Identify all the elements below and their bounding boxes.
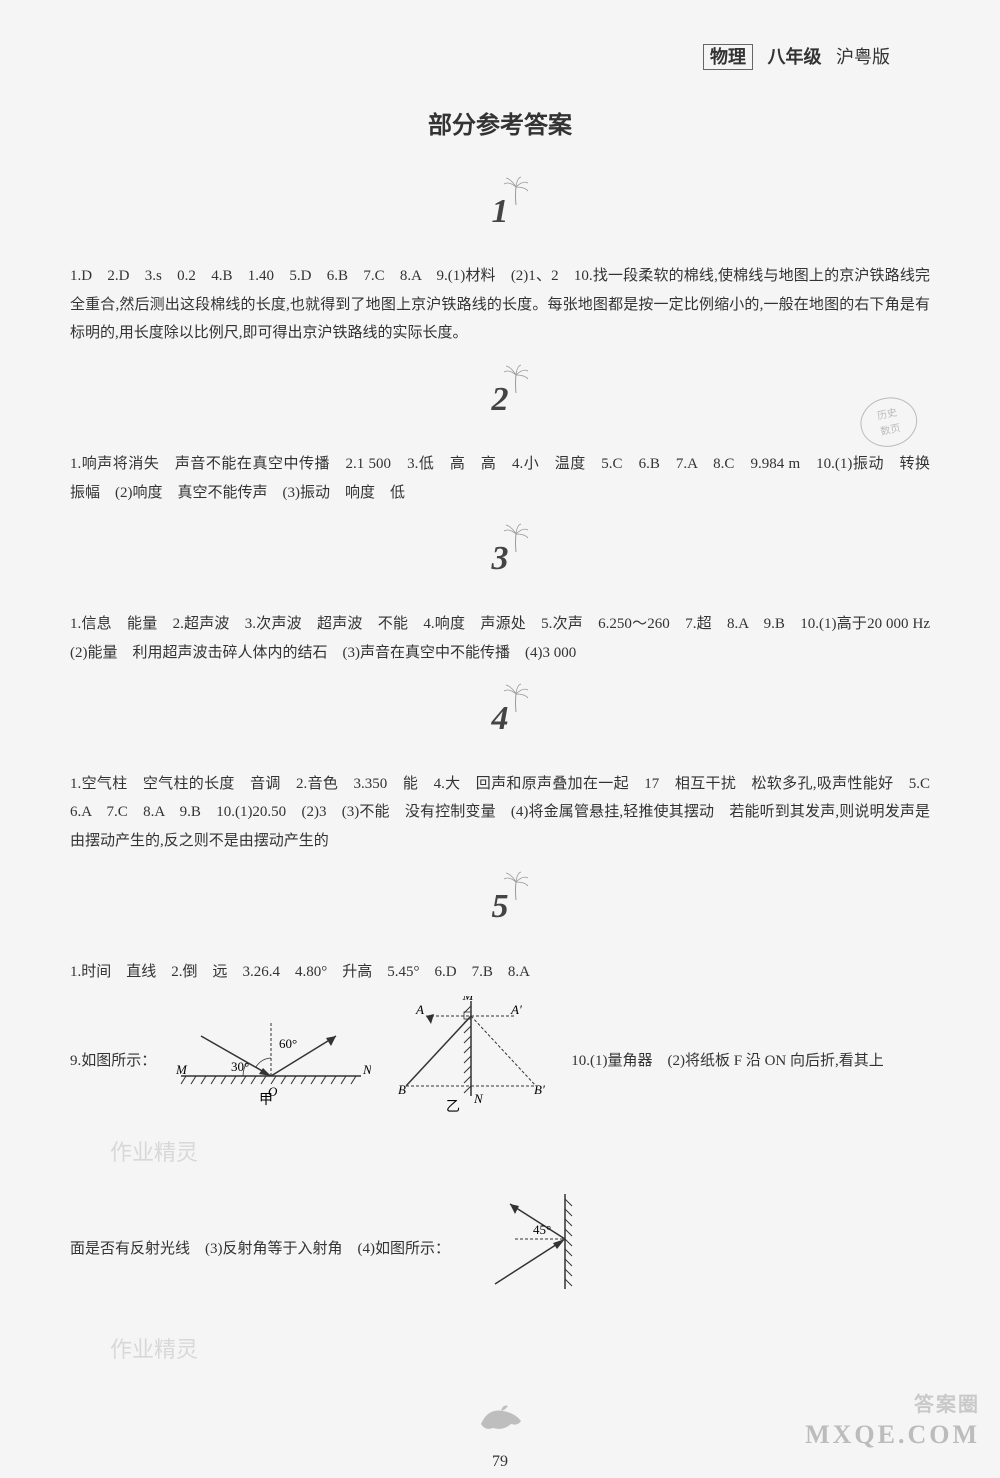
svg-text:60°: 60° [279,1036,297,1051]
svg-text:N: N [473,1091,484,1106]
svg-text:45°: 45° [533,1222,551,1237]
svg-text:M: M [462,996,475,1003]
dolphin-icon [473,1396,528,1436]
svg-text:B: B [398,1082,406,1097]
section-number-4: 4 [70,687,930,752]
svg-text:M: M [175,1062,188,1077]
svg-text:A′: A′ [510,1002,522,1017]
svg-text:乙: 乙 [446,1099,460,1115]
page-header: 物理 八年级 沪粤版 [70,40,930,74]
q10-text: 10.(1)量角器 (2)将纸板 F 沿 ON 向后折,看其上 [571,1047,884,1076]
section-1-answers: 1.D 2.D 3.s 0.2 4.B 1.40 5.D 6.B 7.C 8.A… [70,262,930,348]
svg-text:数页: 数页 [879,421,901,438]
section-number-5: 5 [70,875,930,940]
section-5-answers: 1.时间 直线 2.倒 远 3.26.4 4.80° 升高 5.45° 6.D … [70,958,930,987]
section-number-1: 1 [70,180,930,245]
svg-text:N: N [362,1062,371,1077]
section-4-answers: 1.空气柱 空气柱的长度 音调 2.音色 3.350 能 4.大 回声和原声叠加… [70,770,930,856]
watermark-zuoye-1: 作业精灵 [110,1132,930,1174]
q10b-row: 面是否有反射光线 (3)反射角等于入射角 (4)如图所示： 45° [70,1189,930,1310]
edition-text: 沪粤版 [836,47,890,67]
grade-text: 八年级 [768,47,822,67]
watermark-zuoye-2: 作业精灵 [110,1329,930,1371]
q10b-text: 面是否有反射光线 (3)反射角等于入射角 (4)如图所示： [70,1235,450,1264]
section-3-answers: 1.信息 能量 2.超声波 3.次声波 超声波 不能 4.响度 声源处 5.次声… [70,610,930,667]
diagram-yi: M N A A′ B B′ 乙 [386,996,556,1127]
q9-label: 9.如图所示： [70,1047,156,1076]
diagram-45deg: 45° [465,1189,615,1310]
svg-text:B′: B′ [534,1082,545,1097]
svg-text:历史: 历史 [876,406,898,422]
palm-icon [501,522,531,557]
section-2-answers: 1.响声将消失 声音不能在真空中传播 2.1 500 3.低 高 高 4.小 温… [70,450,930,507]
watermark-main: MXQE.COM [805,1410,980,1459]
svg-text:甲: 甲 [259,1093,273,1106]
page-number: 79 [70,1447,930,1477]
page-footer: 79 [70,1396,930,1478]
section-number-2: 2 [70,368,930,433]
diagram-jia: 60° 30° M N O 甲 [171,1006,371,1117]
svg-text:30°: 30° [231,1059,249,1074]
svg-text:A: A [415,1002,424,1017]
q9-row: 9.如图所示： 60° 30° M N O 甲 [70,996,930,1127]
section-number-3: 3 [70,527,930,592]
subject-badge: 物理 [703,44,753,70]
palm-icon [501,870,531,905]
palm-icon [501,175,531,210]
palm-icon [501,363,531,398]
main-title: 部分参考答案 [70,104,930,150]
palm-icon [501,682,531,717]
